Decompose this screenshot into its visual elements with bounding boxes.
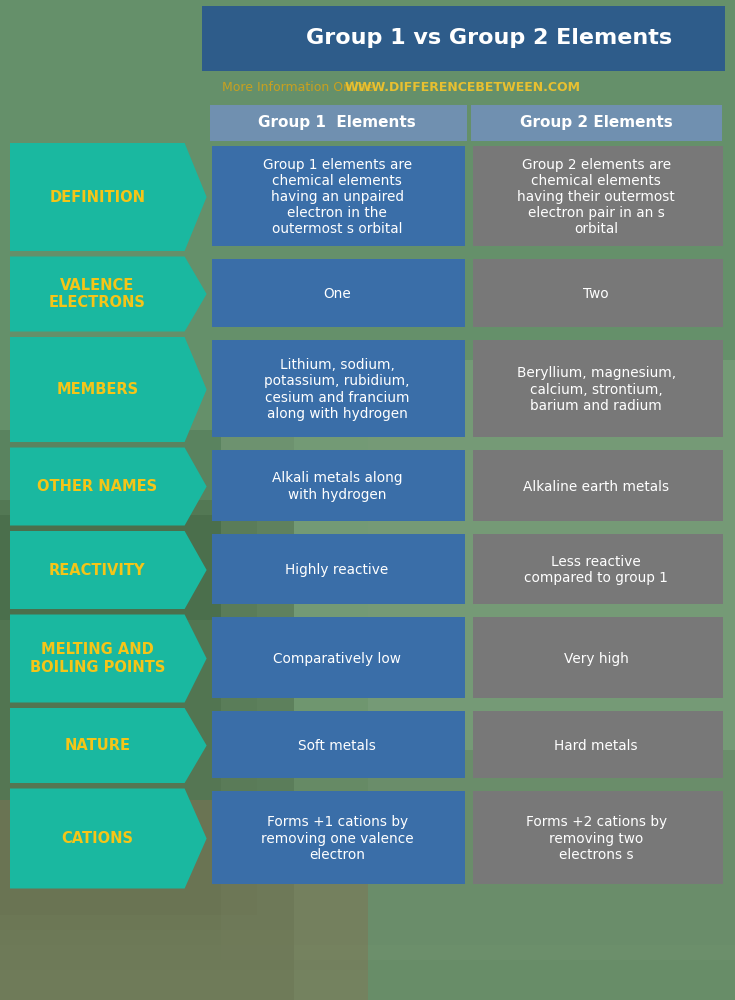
- Text: Group 2 elements are
chemical elements
having their outermost
electron pair in a: Group 2 elements are chemical elements h…: [517, 158, 675, 236]
- FancyBboxPatch shape: [473, 617, 723, 698]
- FancyBboxPatch shape: [212, 534, 465, 604]
- FancyBboxPatch shape: [209, 105, 467, 141]
- Polygon shape: [10, 615, 207, 703]
- Text: DEFINITION: DEFINITION: [49, 190, 146, 205]
- Polygon shape: [10, 789, 207, 889]
- Text: Group 1 vs Group 2 Elements: Group 1 vs Group 2 Elements: [306, 28, 673, 48]
- Polygon shape: [10, 257, 207, 332]
- Polygon shape: [10, 448, 207, 526]
- Bar: [0, 500, 294, 1000]
- Polygon shape: [10, 531, 207, 609]
- Polygon shape: [10, 337, 207, 442]
- FancyBboxPatch shape: [212, 340, 465, 437]
- FancyBboxPatch shape: [212, 711, 465, 778]
- Text: Group 2 Elements: Group 2 Elements: [520, 115, 673, 130]
- Text: Beryllium, magnesium,
calcium, strontium,
barium and radium: Beryllium, magnesium, calcium, strontium…: [517, 366, 676, 413]
- FancyBboxPatch shape: [473, 146, 723, 246]
- Text: Forms +1 cations by
removing one valence
electron: Forms +1 cations by removing one valence…: [261, 815, 413, 862]
- Text: Two: Two: [584, 287, 609, 301]
- Bar: [0, 620, 368, 970]
- FancyBboxPatch shape: [212, 450, 465, 521]
- Text: NATURE: NATURE: [65, 738, 130, 753]
- FancyBboxPatch shape: [473, 534, 723, 604]
- Text: Hard metals: Hard metals: [554, 739, 638, 753]
- Text: Group 1  Elements: Group 1 Elements: [258, 115, 416, 130]
- Text: VALENCE
ELECTRONS: VALENCE ELECTRONS: [49, 278, 146, 310]
- FancyBboxPatch shape: [470, 105, 722, 141]
- Text: Group 1 elements are
chemical elements
having an unpaired
electron in the
outerm: Group 1 elements are chemical elements h…: [262, 158, 412, 236]
- Text: MELTING AND
BOILING POINTS: MELTING AND BOILING POINTS: [29, 642, 165, 675]
- Text: REACTIVITY: REACTIVITY: [49, 563, 146, 578]
- FancyBboxPatch shape: [473, 340, 723, 437]
- Text: Highly reactive: Highly reactive: [285, 563, 389, 577]
- Text: Comparatively low: Comparatively low: [273, 652, 401, 666]
- FancyBboxPatch shape: [473, 259, 723, 327]
- FancyBboxPatch shape: [212, 259, 465, 327]
- Text: OTHER NAMES: OTHER NAMES: [37, 479, 157, 494]
- Bar: [0, 800, 368, 1000]
- Text: MEMBERS: MEMBERS: [57, 382, 138, 397]
- Polygon shape: [10, 143, 207, 251]
- Bar: [0, 430, 294, 930]
- FancyBboxPatch shape: [212, 617, 465, 698]
- FancyBboxPatch shape: [212, 146, 465, 246]
- Bar: [0, 515, 257, 915]
- Polygon shape: [10, 708, 207, 783]
- Text: Alkali metals along
with hydrogen: Alkali metals along with hydrogen: [272, 471, 402, 502]
- FancyBboxPatch shape: [473, 791, 723, 884]
- FancyBboxPatch shape: [473, 711, 723, 778]
- Text: Forms +2 cations by
removing two
electrons s: Forms +2 cations by removing two electro…: [526, 815, 667, 862]
- Text: Lithium, sodium,
potassium, rubidium,
cesium and francium
along with hydrogen: Lithium, sodium, potassium, rubidium, ce…: [265, 358, 410, 421]
- Text: WWW.DIFFERENCEBETWEEN.COM: WWW.DIFFERENCEBETWEEN.COM: [345, 81, 581, 94]
- Bar: [220, 360, 735, 960]
- Text: Soft metals: Soft metals: [298, 739, 376, 753]
- Text: One: One: [323, 287, 351, 301]
- FancyBboxPatch shape: [212, 791, 465, 884]
- Text: More Information Online: More Information Online: [222, 81, 374, 94]
- Text: Very high: Very high: [564, 652, 628, 666]
- Text: CATIONS: CATIONS: [61, 831, 133, 846]
- FancyBboxPatch shape: [201, 6, 725, 71]
- FancyBboxPatch shape: [473, 450, 723, 521]
- Bar: [368, 400, 735, 1000]
- Text: Alkaline earth metals: Alkaline earth metals: [523, 480, 670, 494]
- Text: Less reactive
compared to group 1: Less reactive compared to group 1: [524, 555, 668, 585]
- Bar: [0, 750, 735, 1000]
